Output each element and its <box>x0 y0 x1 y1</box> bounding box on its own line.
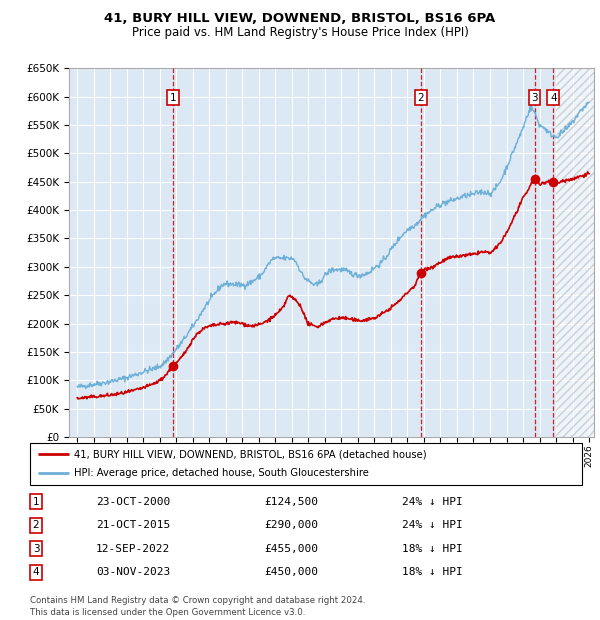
Text: Price paid vs. HM Land Registry's House Price Index (HPI): Price paid vs. HM Land Registry's House … <box>131 26 469 39</box>
Text: 12-SEP-2022: 12-SEP-2022 <box>96 544 170 554</box>
Text: Contains HM Land Registry data © Crown copyright and database right 2024.
This d: Contains HM Land Registry data © Crown c… <box>30 596 365 617</box>
Text: 18% ↓ HPI: 18% ↓ HPI <box>402 544 463 554</box>
Text: 18% ↓ HPI: 18% ↓ HPI <box>402 567 463 577</box>
Text: 1: 1 <box>32 497 40 507</box>
Bar <box>556 68 594 437</box>
Text: 4: 4 <box>550 93 557 103</box>
Text: 03-NOV-2023: 03-NOV-2023 <box>96 567 170 577</box>
Text: 2: 2 <box>418 93 424 103</box>
FancyBboxPatch shape <box>30 443 582 485</box>
Text: 24% ↓ HPI: 24% ↓ HPI <box>402 497 463 507</box>
Text: 3: 3 <box>32 544 40 554</box>
Text: £455,000: £455,000 <box>264 544 318 554</box>
Text: 23-OCT-2000: 23-OCT-2000 <box>96 497 170 507</box>
Text: £290,000: £290,000 <box>264 520 318 530</box>
Text: 4: 4 <box>32 567 40 577</box>
Text: HPI: Average price, detached house, South Gloucestershire: HPI: Average price, detached house, Sout… <box>74 469 369 479</box>
Text: 2: 2 <box>32 520 40 530</box>
Text: £450,000: £450,000 <box>264 567 318 577</box>
Text: £124,500: £124,500 <box>264 497 318 507</box>
Text: 3: 3 <box>531 93 538 103</box>
Text: 41, BURY HILL VIEW, DOWNEND, BRISTOL, BS16 6PA: 41, BURY HILL VIEW, DOWNEND, BRISTOL, BS… <box>104 12 496 25</box>
Text: 1: 1 <box>170 93 176 103</box>
Text: 24% ↓ HPI: 24% ↓ HPI <box>402 520 463 530</box>
Text: 41, BURY HILL VIEW, DOWNEND, BRISTOL, BS16 6PA (detached house): 41, BURY HILL VIEW, DOWNEND, BRISTOL, BS… <box>74 449 427 459</box>
Text: 21-OCT-2015: 21-OCT-2015 <box>96 520 170 530</box>
